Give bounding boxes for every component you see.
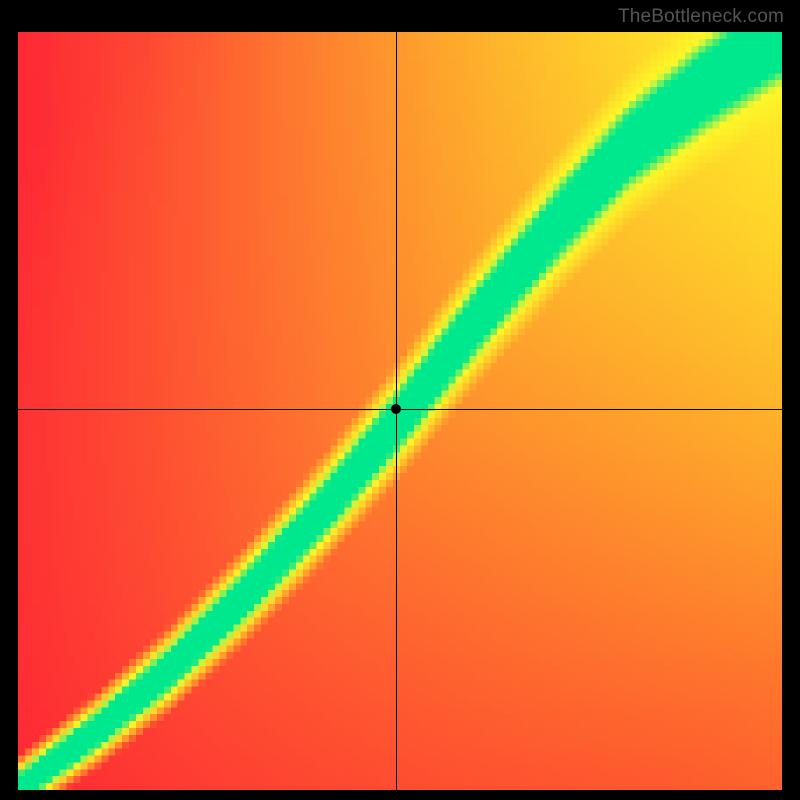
chart-container: TheBottleneck.com — [0, 0, 800, 800]
crosshair-marker — [391, 404, 401, 414]
plot-area — [18, 32, 782, 790]
watermark-text: TheBottleneck.com — [618, 6, 784, 28]
